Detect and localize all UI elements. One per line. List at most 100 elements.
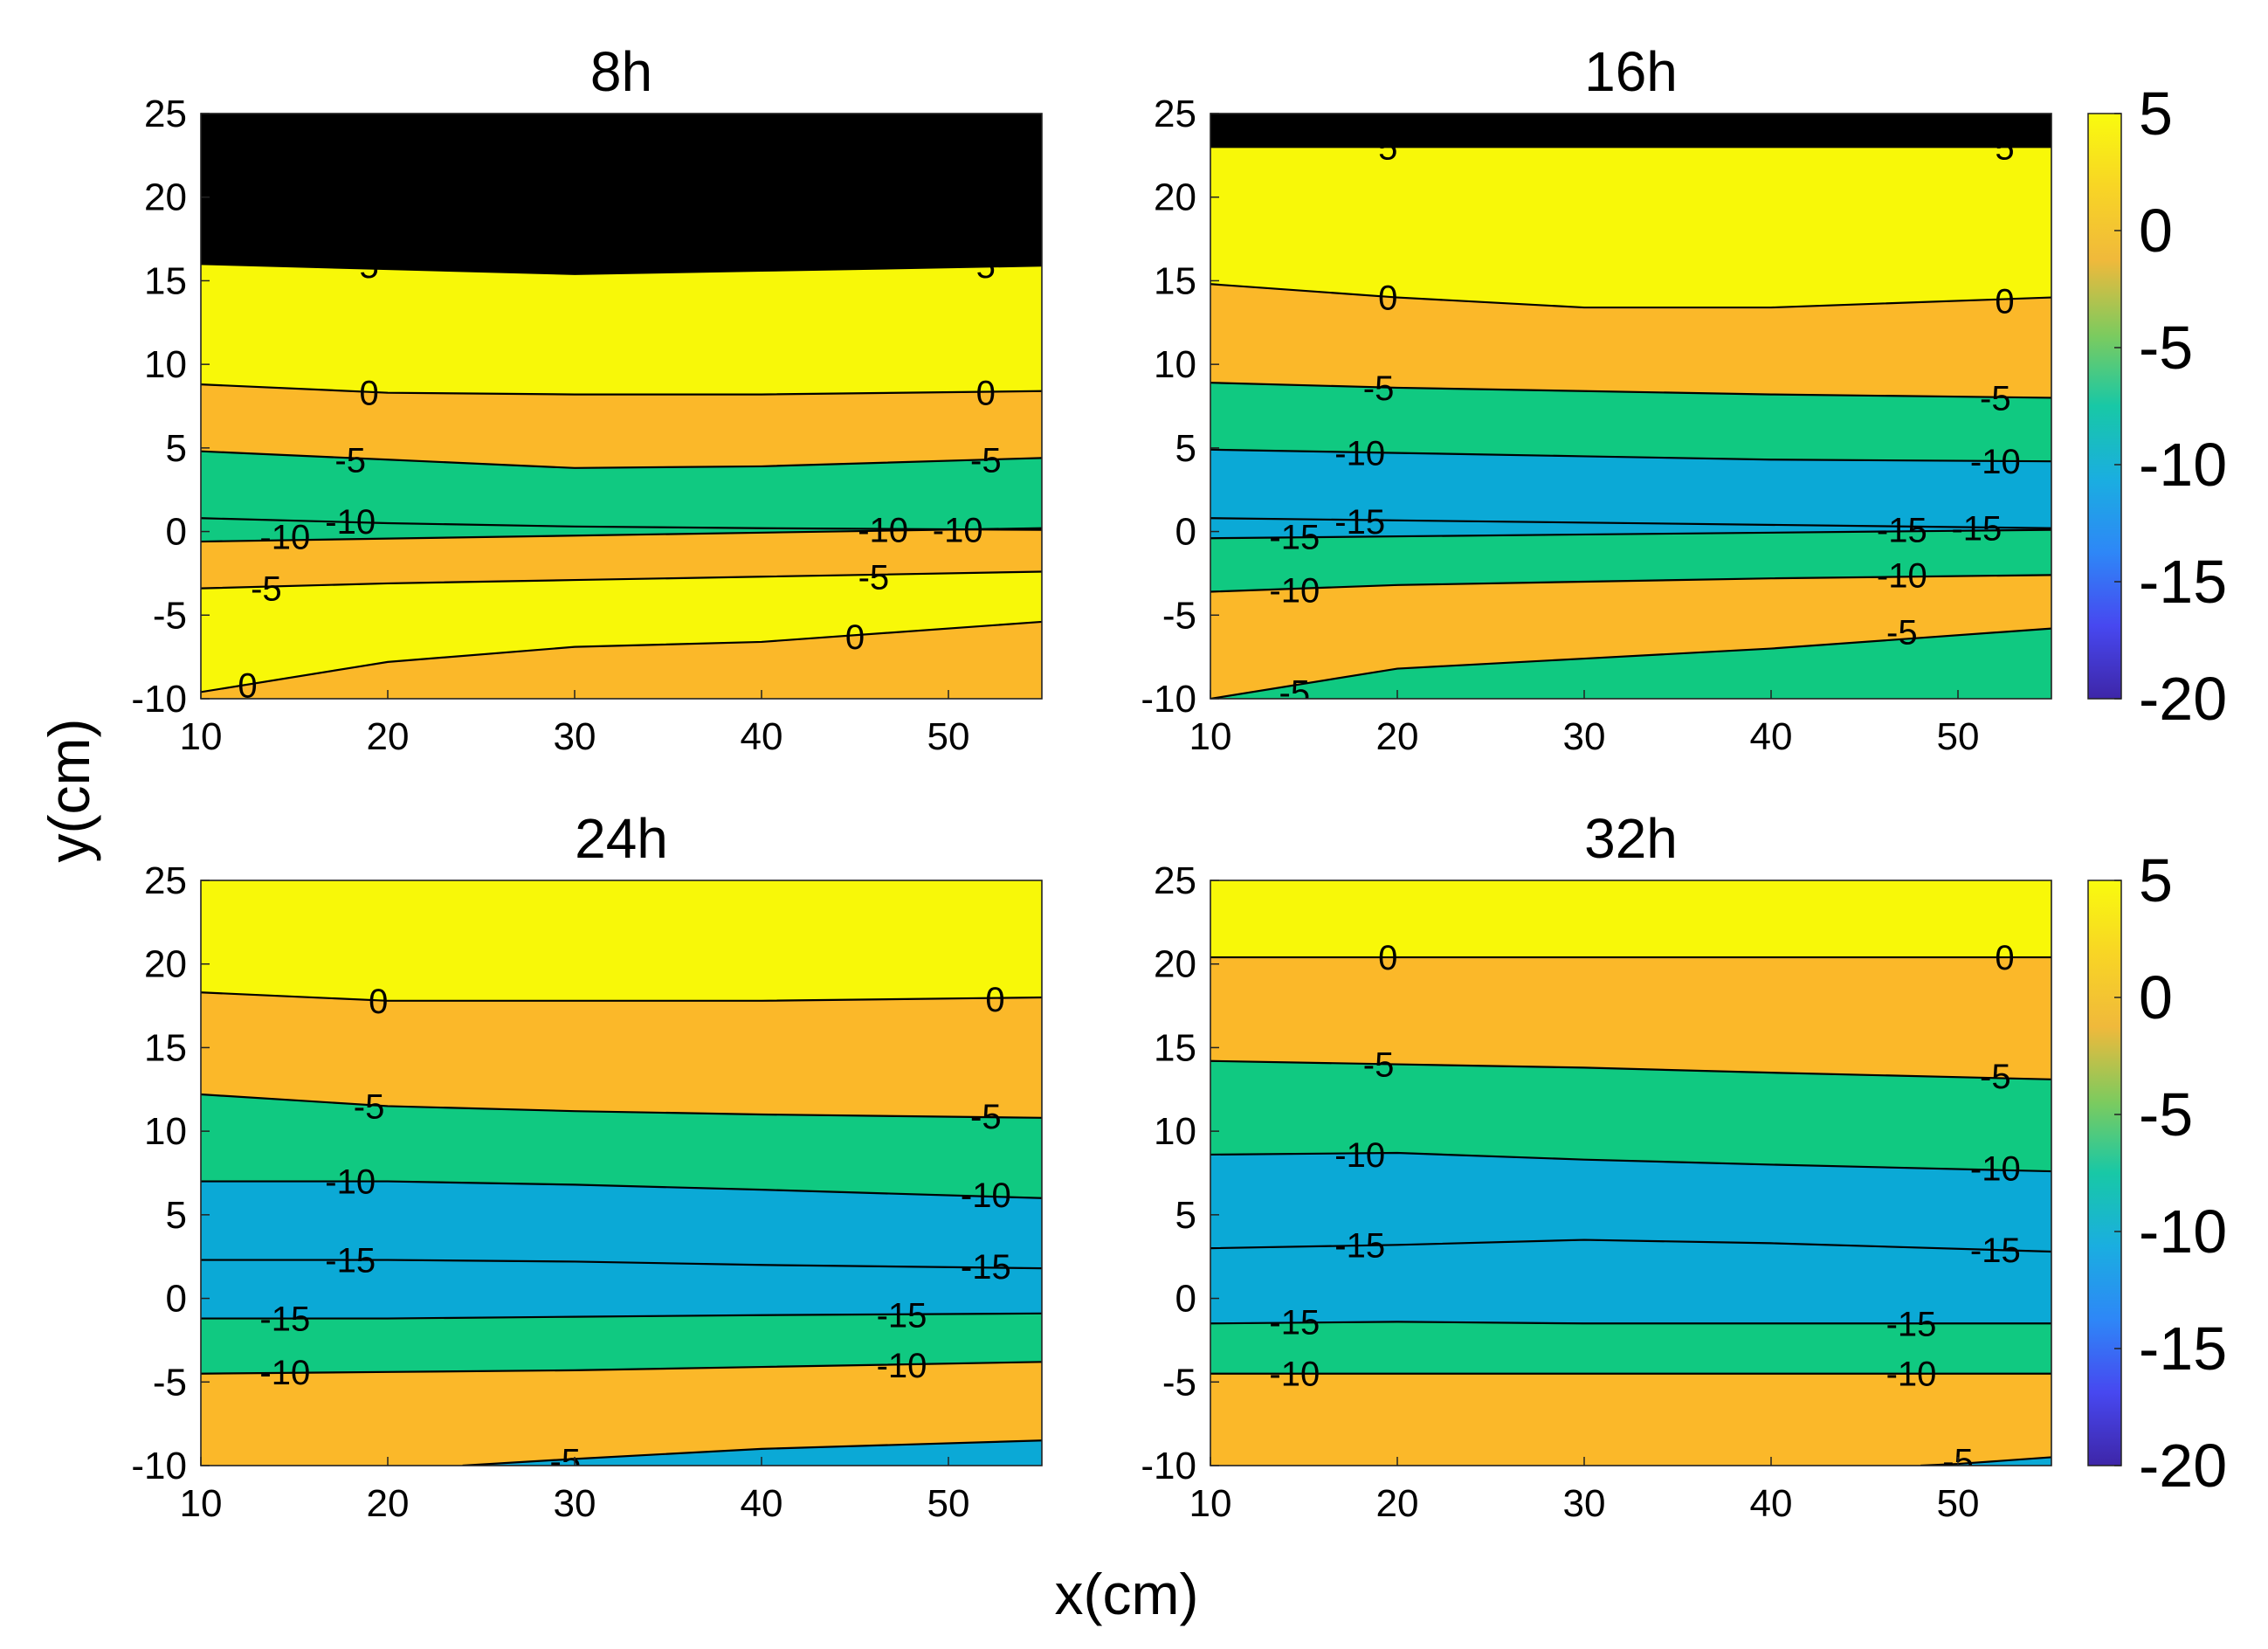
x-tick-label: 30 — [554, 1482, 596, 1525]
contour-label: 0 — [985, 981, 1004, 1019]
y-tick-label: -10 — [1141, 678, 1196, 721]
contour-label: -5 — [1363, 369, 1395, 408]
contour-label: 0 — [1995, 282, 2014, 321]
contour-label: -15 — [259, 1301, 310, 1339]
contour-label: 0 — [976, 375, 996, 413]
contour-label: -5 — [1980, 1058, 2011, 1096]
contour-label: -5 — [1363, 1046, 1395, 1085]
contour-line-0 — [201, 991, 1042, 1002]
contour-label: -15 — [961, 1248, 1011, 1287]
contour-label: 5 — [359, 247, 378, 286]
axes-frame — [200, 113, 1043, 700]
contour-line--10 — [201, 527, 1042, 543]
contour-label: -10 — [1334, 435, 1385, 473]
contour-band-0 — [1210, 880, 2051, 958]
contour-label: -10 — [858, 512, 908, 550]
contour-label: -10 — [1269, 572, 1320, 611]
x-tick-label: 20 — [1376, 715, 1419, 758]
colorbar-tick-label: -5 — [2139, 1080, 2193, 1149]
contour-line--15 — [201, 1259, 1042, 1270]
contour-label: -10 — [325, 1163, 376, 1202]
contour-line--5 — [201, 450, 1042, 469]
y-tick-label: 20 — [1154, 176, 1196, 219]
contour-label: -5 — [354, 1087, 385, 1126]
contour-label: -5 — [251, 570, 282, 609]
colorbar-tick-label: -20 — [2139, 1432, 2227, 1500]
contour-label: 5 — [976, 247, 996, 286]
colorbar-group: 5 0 -5 -10 -15 -20 5 0 -5 -10 -15 -20 — [2087, 79, 2227, 1500]
contour-label: 0 — [1995, 939, 2014, 977]
contour-label: -10 — [961, 1176, 1011, 1215]
contour-line-0 — [201, 383, 1042, 396]
contour-line-0 — [1210, 283, 2051, 309]
y-tick-label: 20 — [1154, 943, 1196, 986]
contour-label: -10 — [1886, 1356, 1937, 1394]
contour-label: -5 — [1279, 673, 1311, 712]
y-tick-label: 10 — [144, 1110, 187, 1153]
contour-label: -15 — [1877, 512, 1927, 550]
x-tick-label: 40 — [1750, 1482, 1793, 1525]
contour-label: -10 — [877, 1347, 927, 1385]
contour-line-0 — [201, 620, 1042, 693]
x-tick-label: 10 — [1189, 715, 1232, 758]
x-tick-label: 30 — [1563, 1482, 1606, 1525]
contour-line--5 — [201, 1093, 1042, 1119]
y-tick-label: -5 — [153, 594, 187, 637]
y-tick-label: 0 — [1175, 1278, 1196, 1321]
contour-line--10 — [1210, 574, 2051, 593]
x-tick-label: 40 — [1750, 715, 1793, 758]
contour-label: -10 — [259, 518, 310, 556]
contour-label: 0 — [359, 375, 378, 413]
x-tick-label: 50 — [927, 1482, 970, 1525]
y-tick-label: 5 — [1175, 1194, 1196, 1237]
y-tick-label: -5 — [153, 1361, 187, 1404]
x-tick-label: 20 — [1376, 1482, 1419, 1525]
contour-label: -15 — [1951, 510, 2002, 549]
subplot-24h: 0 0 -5 -5 -10 -10 -15 -15 -15 -15 -10 -10 -5 24h 10 20 3… — [131, 807, 1043, 1525]
contour-line--5 — [201, 570, 1042, 590]
contour-line--5 — [462, 1439, 1042, 1466]
x-tick-label: 50 — [1937, 715, 1980, 758]
contour-fill-group: 0 0-5 -5-10 -10-15 -15-15 -15-10 -10-5 — [1210, 880, 2051, 1466]
colorbar: 5 0 -5 -10 -15 -20 — [2087, 846, 2227, 1500]
axes-frame — [200, 880, 1043, 1466]
contour-line--5 — [1210, 1059, 2051, 1080]
y-tick-label: 15 — [144, 259, 187, 302]
contour-label: 0 — [369, 983, 388, 1021]
contour-label: 0 — [1378, 279, 1397, 318]
contour-label: -5 — [970, 1098, 1002, 1136]
x-tick-label: 30 — [1563, 715, 1606, 758]
y-tick-label: 5 — [1175, 427, 1196, 470]
y-tick-label: 10 — [1154, 343, 1196, 386]
contour-label: 0 — [238, 667, 257, 706]
contour-label: 0 — [1378, 939, 1397, 977]
contour-line--10 — [1210, 1151, 2051, 1173]
contour-band-0 — [201, 880, 1042, 1001]
y-tick-label: 25 — [1154, 859, 1196, 902]
contour-label: -15 — [1886, 1305, 1937, 1343]
x-tick-label: 50 — [927, 715, 970, 758]
contour-band-0 — [1210, 114, 2051, 308]
contour-line--15 — [1210, 1238, 2051, 1253]
contour-label: -10 — [1269, 1356, 1320, 1394]
contour-label: -15 — [877, 1297, 927, 1335]
y-tick-label: 25 — [1154, 93, 1196, 135]
axes-frame — [1210, 113, 2052, 700]
colorbar-gradient — [2087, 113, 2122, 700]
y-tick-label: 15 — [1154, 1026, 1196, 1069]
contour-line--10 — [201, 517, 1042, 531]
contour-label: -5 — [970, 441, 1002, 480]
contour-line--5 — [1210, 382, 2051, 399]
contour-band-5 — [1210, 114, 2051, 148]
y-tick-label: 0 — [1175, 511, 1196, 554]
y-tick-label: 15 — [144, 1026, 187, 1069]
colorbar-tick-label: 5 — [2139, 846, 2173, 914]
y-tick-label: -10 — [131, 678, 187, 721]
y-axis-label: y(cm) — [37, 719, 101, 863]
contour-line--10 — [1210, 448, 2051, 463]
contour-label: 5 — [1995, 128, 2014, 167]
colorbar-gradient — [2087, 880, 2122, 1466]
y-tick-label: -10 — [1141, 1445, 1196, 1487]
colorbar: 5 0 -5 -10 -15 -20 — [2087, 79, 2227, 733]
